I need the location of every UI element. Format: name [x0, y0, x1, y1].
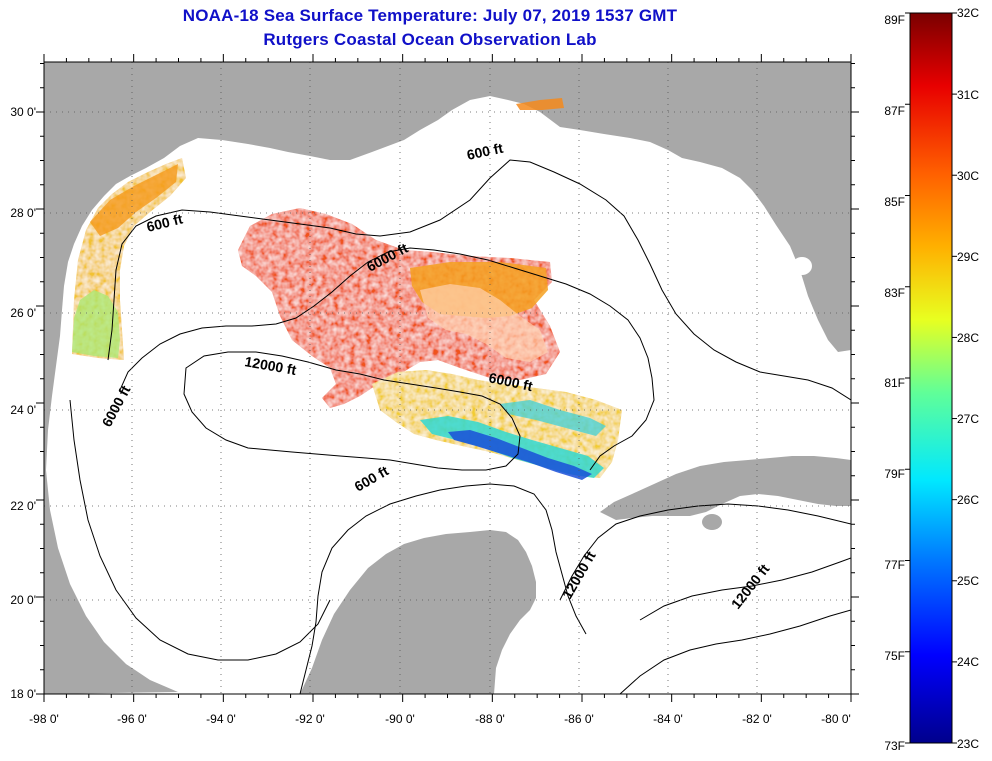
map-title: NOAA-18 Sea Surface Temperature: July 07… [182, 6, 678, 25]
lat-label: 24 0' [10, 403, 36, 417]
colorbar-celsius-labels: 32C 31C 30C 29C 28C 27C 26C 25C 24C 23C [957, 6, 979, 751]
cb-c-label: 30C [957, 169, 979, 183]
lon-label: -84 0' [653, 712, 683, 726]
sst-swath-texas-cool [72, 290, 120, 358]
cb-f-label: 89F [884, 13, 905, 27]
contour-600ft-north [107, 159, 851, 401]
cuba-land [600, 456, 851, 520]
map-subtitle: Rutgers Coastal Ocean Observation Lab [263, 30, 597, 49]
yucatan-land [300, 530, 536, 694]
lat-axis-labels: 30 0' 28 0' 26 0' 24 0' 22 0' 20 0' 18 0… [10, 105, 36, 701]
lat-label: 20 0' [10, 593, 36, 607]
cb-f-label: 83F [884, 286, 905, 300]
cb-c-label: 32C [957, 6, 979, 20]
colorbar-fahrenheit-labels: 89F 87F 85F 83F 81F 79F 77F 75F 73F [884, 13, 905, 753]
cb-c-label: 24C [957, 655, 979, 669]
lon-label: -98 0' [29, 712, 59, 726]
sst-eddy-blue [448, 430, 592, 480]
cb-f-label: 79F [884, 467, 905, 481]
map-ticks [36, 54, 859, 702]
lat-label: 18 0' [10, 687, 36, 701]
lon-label: -92 0' [295, 712, 325, 726]
lon-label: -94 0' [206, 712, 236, 726]
lon-axis-labels: -98 0' -96 0' -94 0' -92 0' -90 0' -88 0… [29, 712, 851, 726]
colorbar [909, 12, 953, 744]
sst-eddy-cyan-upper [500, 400, 606, 436]
cb-c-label: 23C [957, 737, 979, 751]
lat-label: 22 0' [10, 499, 36, 513]
cb-c-label: 26C [957, 493, 979, 507]
contour-caribbean-ridge [639, 557, 851, 621]
contour-12000ft [183, 351, 521, 471]
contour-12000ft-caribbean [619, 609, 851, 694]
sst-patch-central-pale [420, 284, 548, 362]
lat-label: 26 0' [10, 306, 36, 320]
contour-6000ft-north [119, 247, 655, 471]
cb-c-label: 31C [957, 88, 979, 102]
graticule [44, 62, 851, 694]
lake-okeechobee [792, 257, 812, 275]
island-land [702, 514, 722, 530]
cb-c-label: 27C [957, 412, 979, 426]
cb-f-label: 87F [884, 104, 905, 118]
lon-label: -88 0' [475, 712, 505, 726]
us-gulf-coast-land [44, 62, 851, 694]
cb-f-label: 73F [884, 739, 905, 753]
contour-12000ft-east [559, 503, 851, 601]
lon-label: -80 0' [821, 712, 851, 726]
colorbar-ticks [905, 12, 957, 744]
contour-6000ft-west [69, 399, 331, 661]
lat-label: 28 0' [10, 206, 36, 220]
cb-f-label: 81F [884, 376, 905, 390]
sst-swath-texas-warm [90, 164, 178, 236]
cb-c-label: 28C [957, 331, 979, 345]
cb-f-label: 85F [884, 195, 905, 209]
cb-c-label: 29C [957, 250, 979, 264]
lon-label: -82 0' [742, 712, 772, 726]
cb-f-label: 75F [884, 649, 905, 663]
contour-600ft-south [299, 483, 587, 694]
lon-label: -90 0' [385, 712, 415, 726]
contour-label: 600 ft [465, 140, 504, 163]
lat-label: 30 0' [10, 105, 36, 119]
lon-label: -96 0' [117, 712, 147, 726]
cb-c-label: 25C [957, 574, 979, 588]
sst-strip-top [516, 98, 564, 110]
bathymetry-contours [69, 159, 851, 694]
lon-label: -86 0' [564, 712, 594, 726]
cb-f-label: 77F [884, 558, 905, 572]
